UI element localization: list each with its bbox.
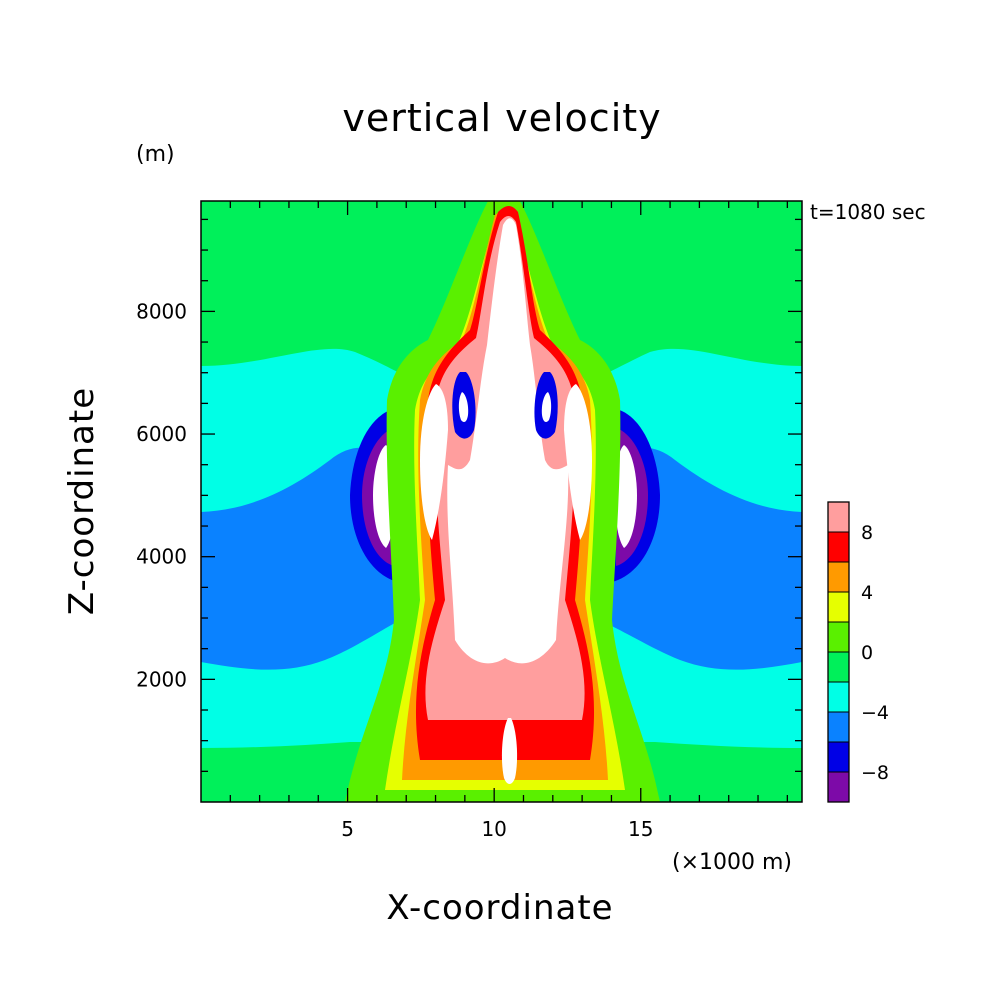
y-unit-label: (m) xyxy=(136,142,175,167)
x-tick-label: 5 xyxy=(341,817,354,841)
axis-ticks xyxy=(201,201,802,802)
colorbar: −8 −4 0 4 8 xyxy=(827,501,889,803)
colorbar-label: 0 xyxy=(861,642,873,664)
colorbar-segment xyxy=(828,742,849,772)
y-tick-label: 4000 xyxy=(136,545,187,569)
colorbar-segment xyxy=(828,622,849,652)
x-tick-label: 10 xyxy=(481,817,506,841)
left-pocket-core xyxy=(458,392,469,423)
colorbar-segment xyxy=(828,652,849,682)
y-tick-label: 6000 xyxy=(136,422,187,446)
chart-title: vertical velocity xyxy=(342,96,662,140)
plume-core xyxy=(447,218,569,664)
axis-tick-labels: 5 10 15 2000 4000 6000 8000 xyxy=(136,299,653,841)
colorbar-label: −8 xyxy=(861,762,889,784)
y-tick-label: 2000 xyxy=(136,667,187,691)
contour-field xyxy=(201,201,802,802)
colorbar-segment xyxy=(828,772,849,802)
left-arm-core xyxy=(420,384,448,540)
x-unit-label: (×1000 m) xyxy=(672,850,793,875)
colorbar-segment xyxy=(828,562,849,592)
colorbar-segment xyxy=(828,532,849,562)
time-label: t=1080 sec xyxy=(810,200,926,224)
x-tick-label: 15 xyxy=(628,817,653,841)
right-arm-core xyxy=(564,384,592,540)
y-tick-label: 8000 xyxy=(136,299,187,323)
bottom-core xyxy=(501,718,518,784)
colorbar-segment xyxy=(828,682,849,712)
colorbar-label: 4 xyxy=(861,582,873,604)
colorbar-segment xyxy=(828,592,849,622)
colorbar-label: −4 xyxy=(861,702,889,724)
colorbar-segment xyxy=(828,712,849,742)
right-lobe-core xyxy=(615,445,637,548)
colorbar-segment xyxy=(828,502,849,532)
x-axis-label: X-coordinate xyxy=(386,888,614,928)
colorbar-label: 8 xyxy=(861,522,873,544)
right-pocket-core xyxy=(541,392,552,423)
plot-frame xyxy=(200,200,803,803)
